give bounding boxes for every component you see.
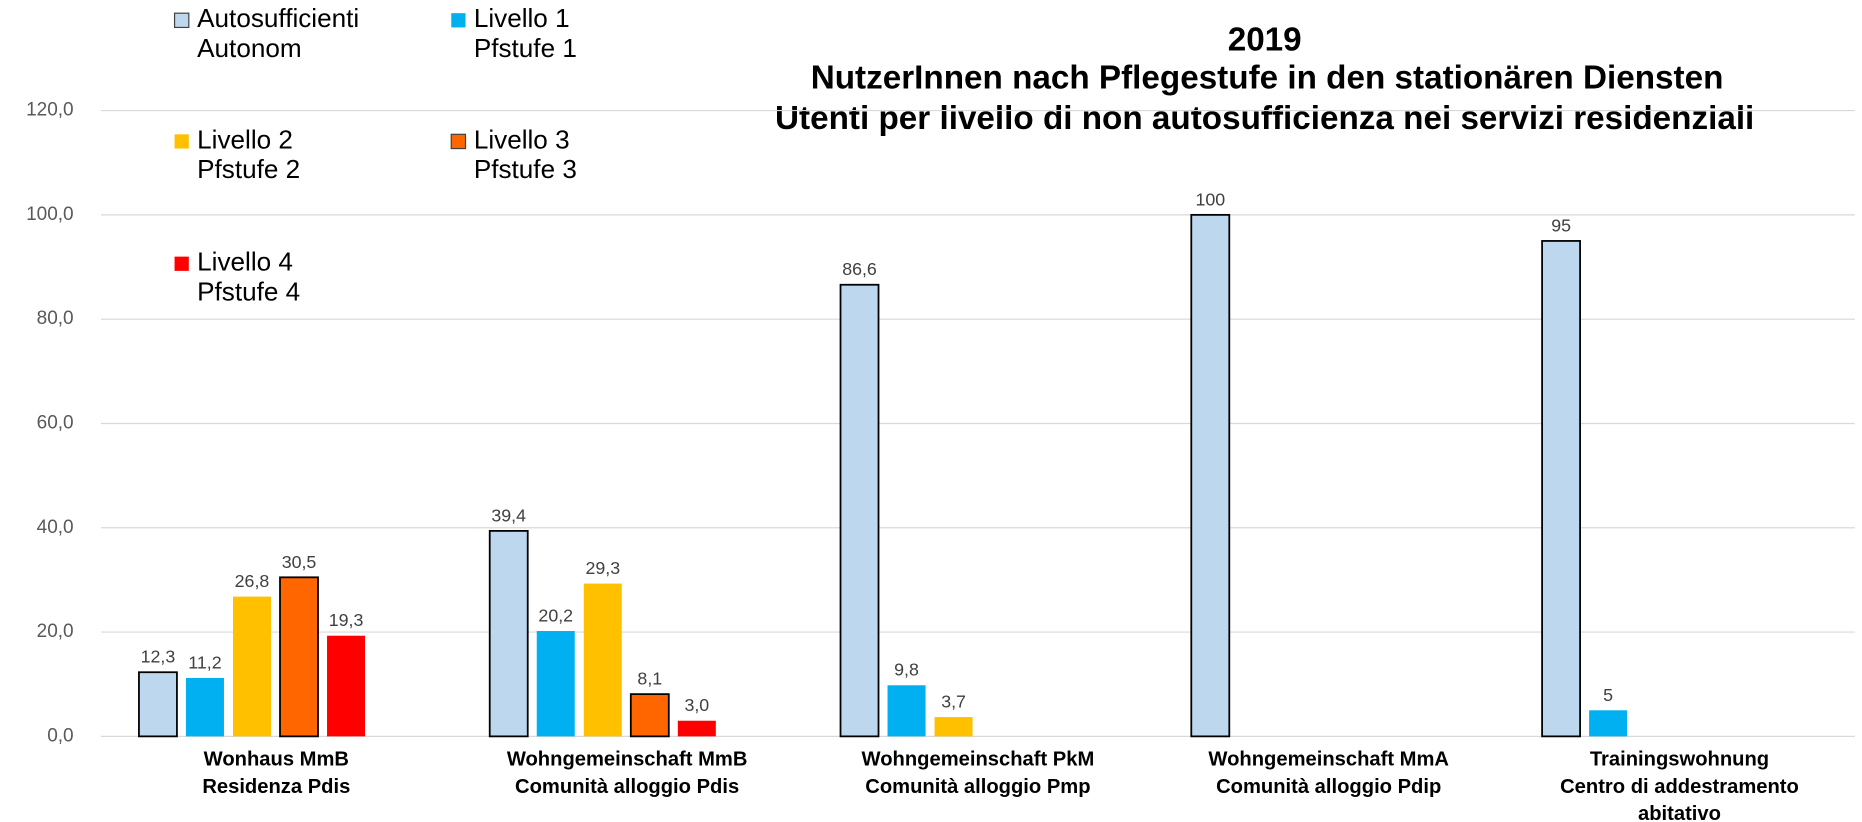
legend-label: Livello 1 [474, 3, 570, 33]
y-tick-label: 100,0 [26, 204, 74, 225]
data-label: 3,0 [684, 695, 709, 715]
chart-title: NutzerInnen nach Pflegestufe in den stat… [811, 59, 1724, 96]
data-label: 3,7 [941, 692, 966, 712]
legend-label: Autosufficienti [197, 3, 359, 33]
y-tick-label: 120,0 [26, 100, 74, 121]
bar [279, 576, 319, 738]
data-label: 39,4 [491, 505, 526, 525]
x-tick-label: Residenza Pdis [202, 776, 350, 798]
legend-label: Pfstufe 2 [197, 154, 300, 184]
x-tick-label: Wohngemeinschaft PkM [862, 748, 1095, 770]
bar [327, 635, 366, 737]
bar [677, 720, 716, 737]
data-label: 19,3 [329, 610, 364, 630]
bar [185, 677, 224, 737]
data-label: 8,1 [637, 669, 662, 689]
bar [536, 631, 575, 737]
bar [887, 685, 926, 737]
chart-title: 2019 [1228, 21, 1302, 58]
data-label: 5 [1603, 685, 1613, 705]
legend-label: Livello 4 [197, 247, 293, 277]
bar [934, 717, 973, 737]
data-label: 9,8 [894, 660, 919, 680]
x-tick-label: Wohngemeinschaft MmA [1208, 748, 1449, 770]
data-label: 30,5 [282, 552, 317, 572]
x-tick-label: Wohngemeinschaft MmB [507, 748, 748, 770]
y-tick-label: 80,0 [37, 308, 74, 329]
data-label: 12,3 [141, 647, 176, 667]
data-label: 100 [1195, 189, 1225, 209]
legend-label: Livello 3 [474, 124, 570, 154]
bar [488, 530, 529, 738]
legend-label: Livello 2 [197, 124, 293, 154]
legend-label: Autonom [197, 33, 302, 63]
data-label: 11,2 [188, 652, 221, 672]
data-label: 26,8 [235, 571, 270, 591]
legend-label: Pfstufe 3 [474, 154, 577, 184]
bar [839, 283, 880, 738]
legend-marker [174, 134, 189, 149]
legend-marker [174, 256, 189, 271]
x-tick-label: Trainingswohnung [1590, 748, 1769, 770]
bar [583, 583, 622, 737]
y-tick-label: 20,0 [37, 621, 74, 642]
legend-label: Pfstufe 1 [474, 33, 577, 63]
chart-title: Utenti per livello di non autosufficienz… [775, 100, 1754, 137]
y-tick-label: 40,0 [37, 517, 74, 538]
data-label: 29,3 [585, 558, 620, 578]
data-label: 86,6 [842, 259, 877, 279]
y-tick-label: 0,0 [47, 725, 73, 746]
legend-marker [450, 133, 467, 150]
x-tick-label: Centro di addestramento [1560, 776, 1799, 798]
x-tick-label: Comunità alloggio Pdis [515, 776, 739, 798]
bar [1589, 710, 1628, 737]
bar [138, 671, 178, 738]
x-tick-label: abitativo [1638, 803, 1721, 822]
bar [232, 596, 271, 737]
x-tick-label: Comunità alloggio Pmp [865, 776, 1090, 798]
bar [1541, 240, 1581, 738]
bar [1190, 213, 1231, 738]
data-label: 95 [1551, 215, 1571, 235]
legend-label: Pfstufe 4 [197, 276, 300, 306]
bar [629, 693, 670, 738]
data-label: 20,2 [538, 605, 573, 625]
legend-marker [173, 12, 190, 29]
legend-marker [451, 13, 466, 28]
y-tick-label: 60,0 [37, 412, 74, 433]
x-tick-label: Wonhaus MmB [204, 748, 349, 770]
x-tick-label: Comunità alloggio Pdip [1216, 776, 1441, 798]
